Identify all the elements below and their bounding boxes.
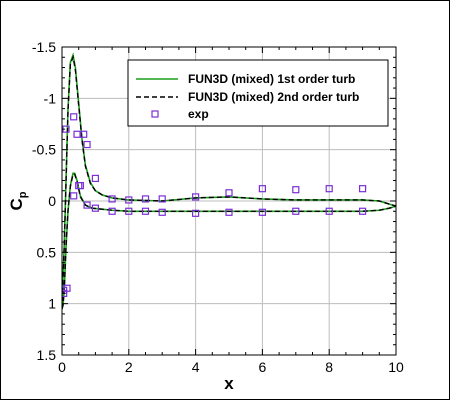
exp-point <box>292 186 300 194</box>
x-tick-label: 6 <box>259 359 267 375</box>
y-tick-label: 1.5 <box>37 347 57 363</box>
svg-text:Cp: Cp <box>7 191 29 210</box>
exp-point <box>70 192 78 200</box>
y-axis-title-sub: p <box>17 191 29 198</box>
y-tick-label: -1 <box>44 90 57 106</box>
legend-label: FUN3D (mixed) 1st order turb <box>188 72 355 86</box>
y-axis-title: Cp <box>7 191 29 210</box>
exp-point <box>108 195 116 203</box>
legend-box <box>127 59 389 127</box>
exp-point <box>73 130 81 138</box>
second-order-line-upper <box>62 54 396 309</box>
exp-point <box>91 174 100 183</box>
exp-point <box>192 209 200 217</box>
exp-point <box>141 207 150 215</box>
y-tick-label: 1 <box>48 296 56 312</box>
x-axis-title: x <box>224 374 234 393</box>
exp-point <box>325 185 333 193</box>
y-axis-title-main: C <box>7 198 26 210</box>
exp-point <box>141 195 150 203</box>
exp-point <box>75 182 83 190</box>
exp-point <box>192 193 200 201</box>
exp-point <box>108 207 116 215</box>
exp-point <box>258 208 266 216</box>
exp-point <box>125 196 133 204</box>
x-tick-label: 10 <box>388 359 404 375</box>
exp-point <box>325 207 333 215</box>
exp-point <box>80 130 88 138</box>
y-tick-label: -1.5 <box>32 39 56 55</box>
exp-point <box>158 195 166 203</box>
legend: FUN3D (mixed) 1st order turb FUN3D (mixed… <box>127 59 389 127</box>
exp-point <box>125 207 133 215</box>
exp-point <box>91 204 100 212</box>
ticks <box>61 46 397 356</box>
tick-labels: 0 2 4 6 8 10 -1.5 -1 -0.5 0 0.5 1 1.5 <box>32 39 404 375</box>
y-tick-label: 0 <box>48 193 56 209</box>
exp-point <box>258 185 266 193</box>
exp-point <box>359 185 367 193</box>
x-tick-label: 4 <box>192 359 200 375</box>
y-tick-label: 0.5 <box>37 244 57 260</box>
exp-point <box>158 208 166 216</box>
exp-point <box>292 207 300 215</box>
exp-point <box>83 140 91 149</box>
x-tick-label: 8 <box>325 359 333 375</box>
legend-marker-exp <box>151 110 159 118</box>
second-order-line-lower <box>62 173 396 309</box>
y-tick-label: -0.5 <box>32 142 56 158</box>
exp-point <box>70 113 78 121</box>
exp-point <box>359 207 367 215</box>
legend-label: exp <box>188 107 209 121</box>
series-layer <box>62 52 396 310</box>
exp-point <box>225 208 233 216</box>
x-tick-label: 2 <box>125 359 133 375</box>
x-tick-label: 0 <box>58 359 66 375</box>
legend-label: FUN3D (mixed) 2nd order turb <box>188 90 359 104</box>
exp-point <box>225 189 233 197</box>
exp-point <box>83 201 91 209</box>
